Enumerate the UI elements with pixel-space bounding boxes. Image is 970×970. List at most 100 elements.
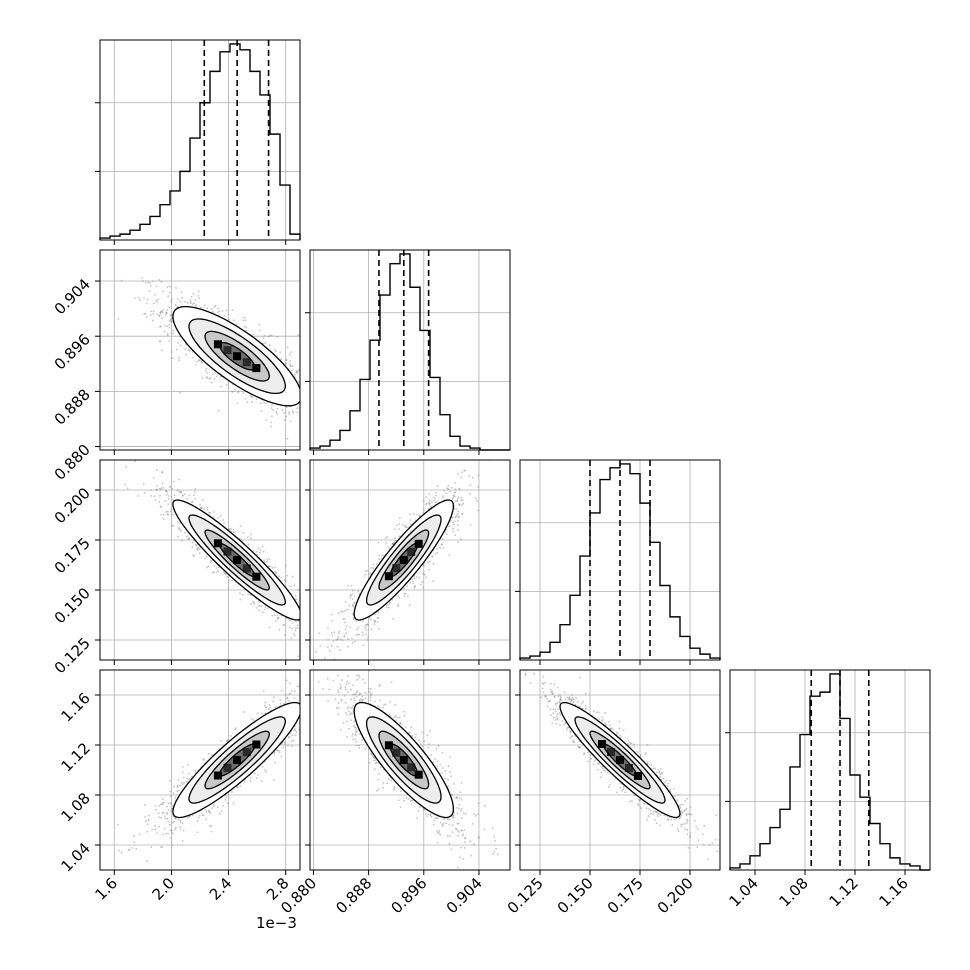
density-cell [598, 740, 606, 748]
density-cell [407, 763, 416, 772]
x-tick-label: 0.888 [332, 874, 375, 917]
contour-line-0 [602, 743, 638, 777]
contour-line-0 [389, 542, 419, 578]
x-tick-label: 0.175 [604, 874, 647, 917]
hist-panel-0 [95, 39, 301, 245]
panel-frame [99, 249, 301, 451]
contour-line-1 [378, 730, 430, 790]
density-cell [223, 547, 232, 556]
contour-line-2 [188, 716, 287, 804]
density-cell [407, 547, 416, 556]
contour-line-1 [589, 730, 651, 790]
panel-frame [519, 669, 721, 871]
y-tick-label: 1.08 [57, 789, 93, 825]
x-tick-label: 2.0 [149, 874, 179, 904]
x-tick-label: 0.904 [443, 874, 486, 917]
panel-frame [99, 669, 301, 871]
contour-line-3 [172, 499, 300, 621]
density-cell [384, 741, 393, 750]
contour-line-0 [218, 341, 256, 371]
density-cell [252, 364, 261, 373]
density-core [213, 340, 261, 373]
contour-line-3 [353, 701, 455, 819]
y-tick-label: 0.125 [51, 634, 94, 677]
contour-line-2 [365, 716, 442, 804]
density-cell [607, 748, 615, 756]
density-cell [242, 358, 251, 367]
density-cell [399, 556, 408, 564]
y-tick-label: 0.175 [51, 534, 94, 577]
panel-frame [309, 459, 511, 661]
hist-panel-2 [515, 459, 721, 665]
density-cell [252, 740, 261, 749]
x-tick-label: 0.200 [654, 874, 697, 917]
density-cell [392, 564, 401, 573]
panel-frame [309, 669, 511, 871]
hist-panel-1 [305, 249, 511, 455]
density-cell [223, 346, 232, 355]
x-tick-label: 0.125 [504, 874, 547, 917]
y-tick-label: 1.04 [57, 839, 93, 875]
density-cell [242, 564, 251, 573]
contour-line-1 [204, 529, 270, 591]
density-core [384, 741, 423, 779]
density-cell [213, 539, 222, 548]
hist-panel-3 [725, 669, 931, 875]
density-cell [242, 748, 251, 757]
density-cell [634, 772, 642, 780]
scatter-panel-3-1 [305, 669, 511, 875]
y-tick-label: 0.880 [51, 441, 94, 484]
x-tick-label: 2.4 [206, 874, 236, 904]
contour-line-3 [353, 499, 455, 621]
density-cell [625, 764, 633, 772]
contour-line-2 [188, 514, 287, 606]
panel-content [117, 277, 300, 440]
x-tick-label: 1.04 [725, 874, 761, 910]
density-cell [414, 539, 423, 548]
contour-line-0 [389, 743, 419, 777]
panel-content [317, 670, 499, 870]
y-tick-label: 1.16 [57, 689, 93, 725]
histogram-step-3 [729, 673, 930, 871]
hist-panel-frame [729, 669, 931, 871]
x-tick-label: 1.08 [775, 874, 811, 910]
scatter-panel-2-1 [305, 459, 511, 665]
contour-line-0 [218, 542, 256, 578]
panel-content [315, 460, 492, 660]
panel-frame [99, 459, 301, 661]
density-core [384, 539, 423, 581]
contour-line-3 [172, 305, 300, 407]
scatter-panel-3-2 [515, 669, 721, 875]
contour-line-2 [574, 716, 666, 804]
density-cell [384, 572, 393, 581]
hist-panel-frame [99, 39, 301, 241]
density-core [213, 539, 261, 581]
x-tick-label: 0.150 [554, 874, 597, 917]
density-cell [252, 572, 261, 581]
density-core [213, 740, 261, 780]
x-tick-label: 1.12 [825, 874, 861, 910]
density-cell [223, 763, 232, 772]
x-offset-label: 1e−3 [256, 914, 297, 932]
contour-line-1 [378, 529, 430, 591]
y-tick-label: 0.150 [51, 584, 94, 627]
density-core [598, 740, 642, 780]
scatter-panel-2-0 [95, 459, 301, 665]
hist-panel-bg [100, 40, 300, 240]
y-tick-label: 0.888 [51, 385, 94, 428]
histogram-step-1 [309, 253, 510, 451]
density-cell [213, 771, 222, 780]
y-tick-label: 0.200 [51, 484, 94, 527]
contour-line-1 [204, 730, 270, 790]
contour-line-0 [218, 743, 256, 777]
contour-line-3 [172, 701, 300, 819]
density-cell [233, 352, 242, 361]
hist-panel-frame [309, 249, 511, 451]
contour-line-2 [365, 514, 442, 606]
density-cell [392, 748, 401, 757]
y-tick-label: 1.12 [57, 739, 93, 775]
hist-panel-bg [730, 670, 930, 870]
histogram-step-0 [99, 43, 301, 240]
contour-line-2 [188, 318, 287, 395]
